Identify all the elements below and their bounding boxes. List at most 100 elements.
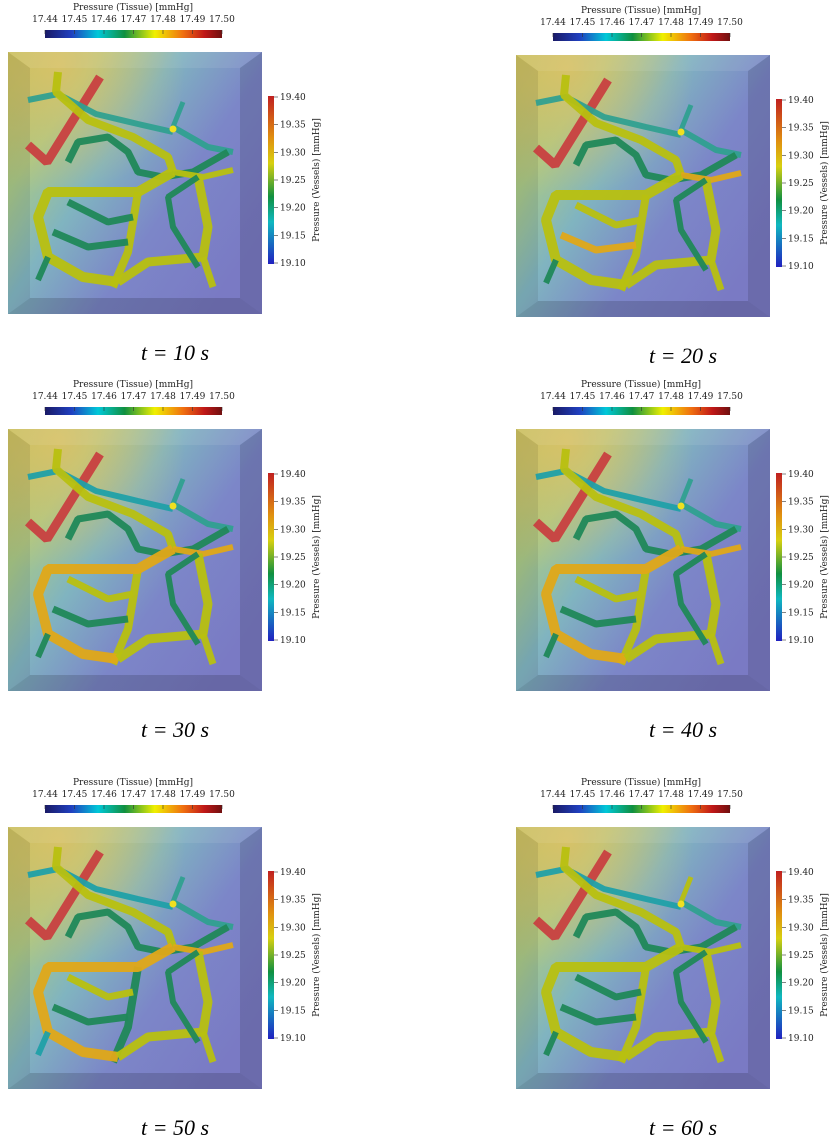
vessel-tick-label: 19.15: [788, 608, 814, 618]
domain-frame: [516, 429, 538, 691]
tissue-tick-label: 17.48: [150, 392, 176, 402]
vessel: [165, 949, 201, 1044]
vessel-tick-label: 19.25: [280, 951, 306, 961]
panel: Pressure (Tissue) [mmHg] 17.44 17.45 17.46 1…: [516, 5, 830, 368]
vessel: [543, 1030, 559, 1057]
tissue-tick-label: 17.44: [32, 790, 58, 800]
vessel-tick-label: 19.35: [788, 896, 814, 906]
vessel-tick-label: 19.35: [280, 121, 306, 131]
vessel-tick-label: 19.35: [788, 498, 814, 508]
vessel-tick-label: 19.15: [280, 1006, 306, 1016]
panel: Pressure (Tissue) [mmHg] 17.44 17.45 17.46 1…: [8, 2, 322, 365]
vessel-tick-label: 19.20: [280, 581, 306, 591]
vessel-tick-label: 19.35: [788, 124, 814, 134]
tissue-tick-label: 17.45: [62, 392, 88, 402]
vessel: [574, 973, 642, 1001]
vessel-tick-label: 19.35: [280, 498, 306, 508]
domain-frame: [8, 52, 30, 314]
caption: t = 40 s: [649, 717, 717, 742]
tissue-colorbar-title: Pressure (Tissue) [mmHg]: [581, 379, 701, 390]
vessel-node: [677, 128, 685, 136]
domain-frame: [8, 429, 262, 445]
vessel: [165, 174, 201, 269]
tissue-colorbar-title: Pressure (Tissue) [mmHg]: [73, 379, 193, 390]
vessel-node: [169, 900, 177, 908]
vessel: [51, 605, 129, 628]
vessel: [560, 846, 685, 949]
vessel-tick-label: 19.40: [280, 470, 306, 480]
simulation-render: [8, 52, 262, 314]
tissue-tick-label: 17.47: [629, 392, 655, 402]
tissue-tick-label: 17.44: [540, 392, 566, 402]
caption: t = 20 s: [649, 343, 717, 368]
domain-frame: [8, 1073, 262, 1089]
vessel-tick-label: 19.25: [788, 553, 814, 563]
tissue-tick-label: 17.47: [629, 18, 655, 28]
vessel: [199, 1030, 217, 1064]
vessel: [559, 231, 637, 254]
vessel-colorbar-title: Pressure (Vessels) [mmHg]: [311, 118, 322, 242]
vessel: [707, 1030, 725, 1064]
vessel: [165, 551, 201, 646]
vessel-colorbar: [268, 96, 274, 264]
vessel-colorbar: [776, 473, 782, 641]
domain-frame: [8, 675, 262, 691]
tissue-colorbar-title: Pressure (Tissue) [mmHg]: [581, 777, 701, 788]
vessel-tick-label: 19.10: [280, 636, 306, 646]
tissue-tick-label: 17.46: [599, 392, 625, 402]
tissue-tick-label: 17.46: [91, 790, 117, 800]
vessel: [617, 568, 650, 666]
vessel: [680, 942, 742, 955]
vessel: [52, 71, 177, 174]
caption: t = 50 s: [141, 1115, 209, 1140]
tissue-tick-label: 17.49: [688, 790, 714, 800]
panel: Pressure (Tissue) [mmHg] 17.44 17.45 17.46 1…: [516, 777, 830, 1140]
tissue-tick-label: 17.46: [91, 15, 117, 25]
tissue-tick-label: 17.47: [121, 392, 147, 402]
vessel-tick-label: 19.15: [788, 234, 814, 244]
vessel: [535, 866, 682, 910]
tissue-tick-label: 17.47: [629, 790, 655, 800]
vessel: [35, 255, 51, 282]
vessel: [617, 966, 650, 1064]
vessel: [27, 91, 174, 135]
vessel: [707, 632, 725, 666]
vessel: [574, 575, 642, 603]
vessel-tick-label: 19.30: [788, 525, 814, 535]
vessel-tick-label: 19.20: [788, 581, 814, 591]
domain-frame: [748, 55, 770, 317]
tissue-tick-label: 17.50: [209, 790, 235, 800]
vessel-node: [169, 502, 177, 510]
tissue-tick-label: 17.47: [121, 15, 147, 25]
vessel: [33, 167, 176, 287]
vessel: [541, 170, 684, 290]
caption: t = 30 s: [141, 717, 209, 742]
vessel-colorbar: [776, 99, 782, 267]
vessel: [109, 568, 142, 666]
vessel: [673, 949, 709, 1044]
simulation-render: [516, 429, 770, 691]
vessel: [680, 544, 742, 557]
tissue-tick-label: 17.48: [658, 392, 684, 402]
domain-frame: [240, 827, 262, 1089]
domain-frame: [516, 55, 538, 317]
vessel: [66, 198, 134, 226]
tissue-tick-label: 17.50: [717, 18, 743, 28]
tissue-tick-label: 17.44: [540, 18, 566, 28]
domain-frame: [8, 827, 30, 1089]
vessel-tick-label: 19.15: [788, 1006, 814, 1016]
simulation-render: [8, 429, 262, 691]
vessel: [541, 544, 684, 664]
domain-frame: [8, 298, 262, 314]
vessel-colorbar-title: Pressure (Vessels) [mmHg]: [819, 121, 830, 245]
tissue-tick-label: 17.48: [150, 790, 176, 800]
simulation-render: [516, 55, 770, 317]
domain-frame: [516, 827, 770, 843]
domain-frame: [516, 1073, 770, 1089]
vessel-tick-label: 19.10: [280, 259, 306, 269]
vessel: [707, 258, 725, 292]
vessel-tick-label: 19.25: [280, 176, 306, 186]
vessel: [109, 966, 142, 1064]
tissue-tick-label: 17.45: [570, 392, 596, 402]
vessel: [680, 170, 742, 183]
